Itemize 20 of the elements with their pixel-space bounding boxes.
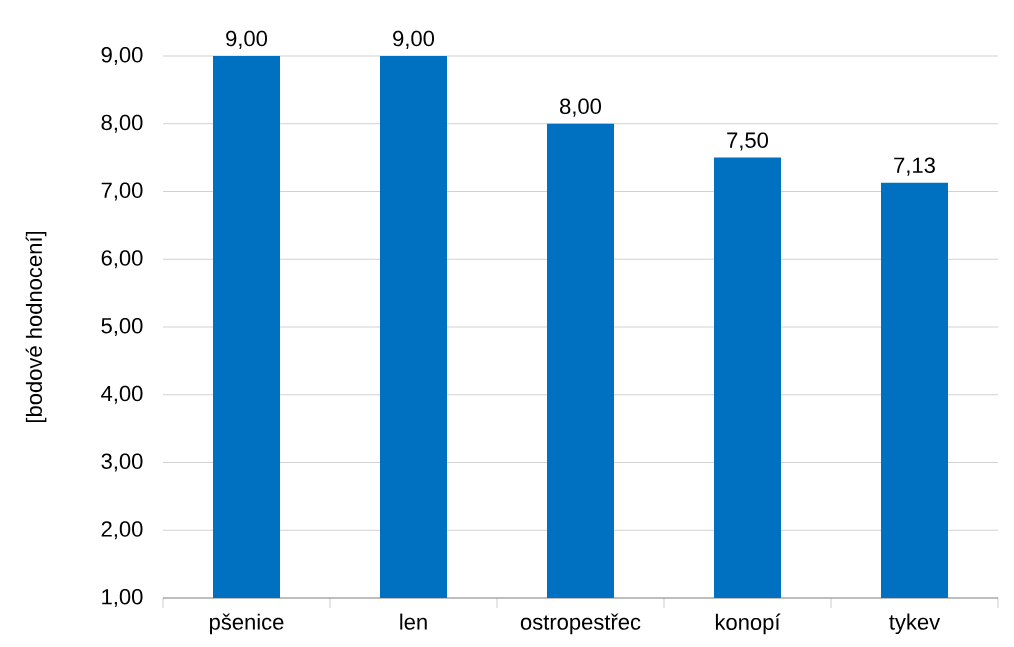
y-axis-title: [bodové hodnocení] <box>25 231 47 423</box>
y-tick-label: 8,00 <box>101 114 143 133</box>
y-tick-label: 4,00 <box>101 385 143 404</box>
x-tick-label: ostropestřec <box>520 613 641 635</box>
x-tick-label: konopí <box>715 613 781 635</box>
y-tick-label: 5,00 <box>101 317 143 337</box>
y-tick-label: 6,00 <box>101 250 143 269</box>
data-label: 8,00 <box>560 98 602 117</box>
data-label: 9,00 <box>393 30 435 49</box>
y-tick-label: 3,00 <box>101 453 143 472</box>
x-tick-label: tykev <box>889 613 941 635</box>
x-tick-label: pšenice <box>210 613 284 635</box>
y-tick-label: 9,00 <box>101 46 143 66</box>
y-tick-label: 1,00 <box>102 588 143 608</box>
y-tick-label: 7,00 <box>101 182 143 201</box>
data-label: 9,00 <box>226 30 268 49</box>
y-tick-label: 2,00 <box>101 521 143 540</box>
data-label: 7,50 <box>727 132 769 151</box>
x-tick-label: len <box>400 613 427 630</box>
data-label: 7,13 <box>894 157 935 176</box>
